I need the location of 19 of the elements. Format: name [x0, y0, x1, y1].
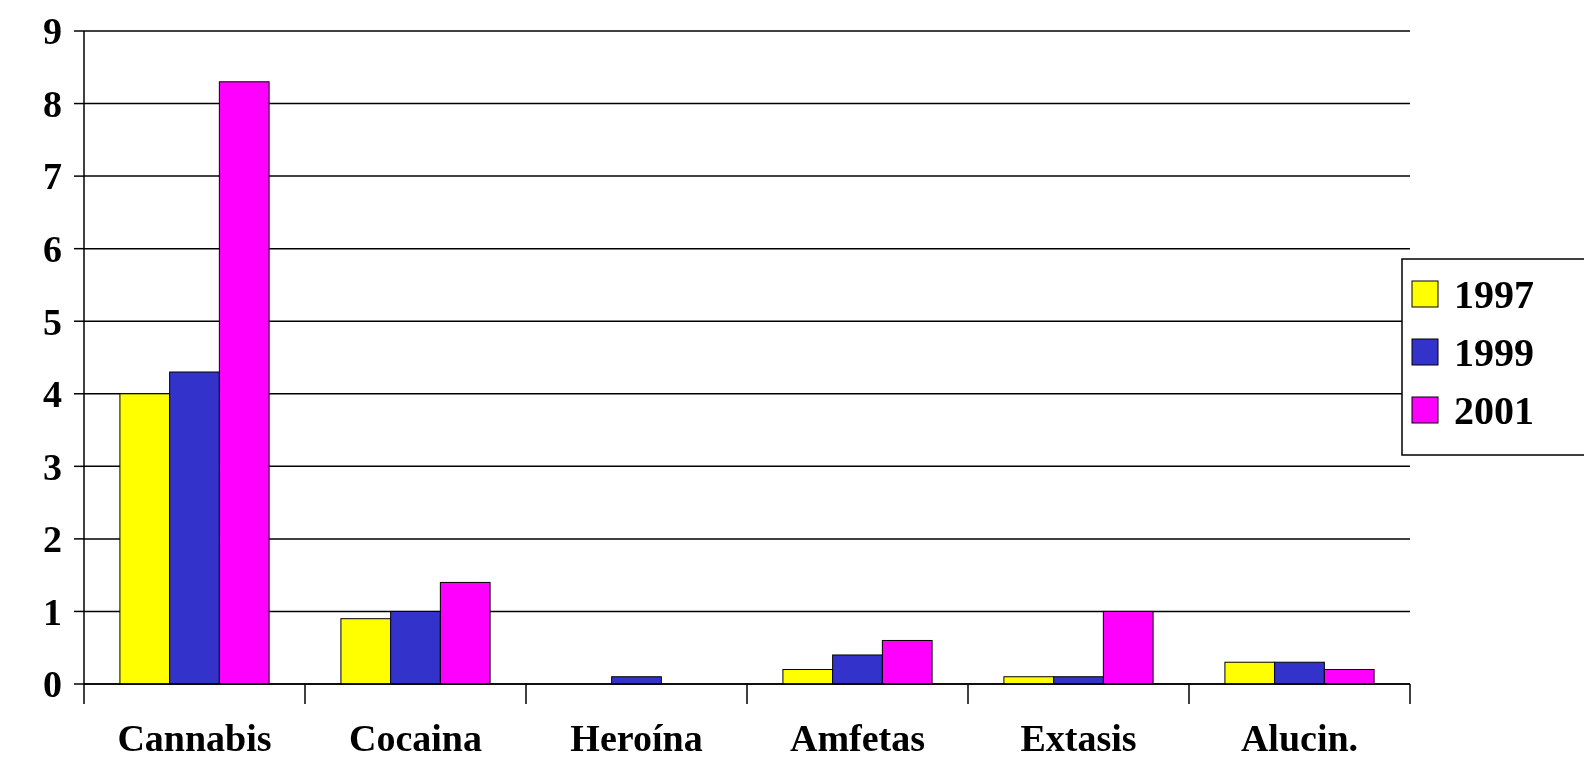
x-tick-label: Extasis — [1020, 717, 1137, 759]
legend-label: 2001 — [1454, 388, 1534, 433]
y-tick-label: 4 — [43, 373, 62, 416]
y-tick-label: 1 — [43, 590, 62, 633]
x-tick-label: Cannabis — [117, 717, 272, 759]
x-tick-label: Cocaina — [349, 717, 482, 759]
legend-label: 1999 — [1454, 330, 1534, 375]
y-tick-label: 6 — [43, 227, 62, 270]
y-tick-label: 9 — [43, 10, 62, 53]
y-tick-label: 8 — [43, 82, 62, 125]
x-tick-label: Heroína — [570, 717, 703, 759]
y-tick-label: 0 — [43, 663, 62, 706]
y-tick-label: 5 — [43, 300, 62, 343]
x-tick-label: Alucin. — [1240, 717, 1359, 759]
legend-label: 1997 — [1454, 272, 1534, 317]
x-tick-label: Amfetas — [789, 717, 926, 759]
y-tick-label: 2 — [43, 518, 62, 561]
y-tick-label: 7 — [43, 155, 62, 198]
y-tick-label: 3 — [43, 445, 62, 488]
